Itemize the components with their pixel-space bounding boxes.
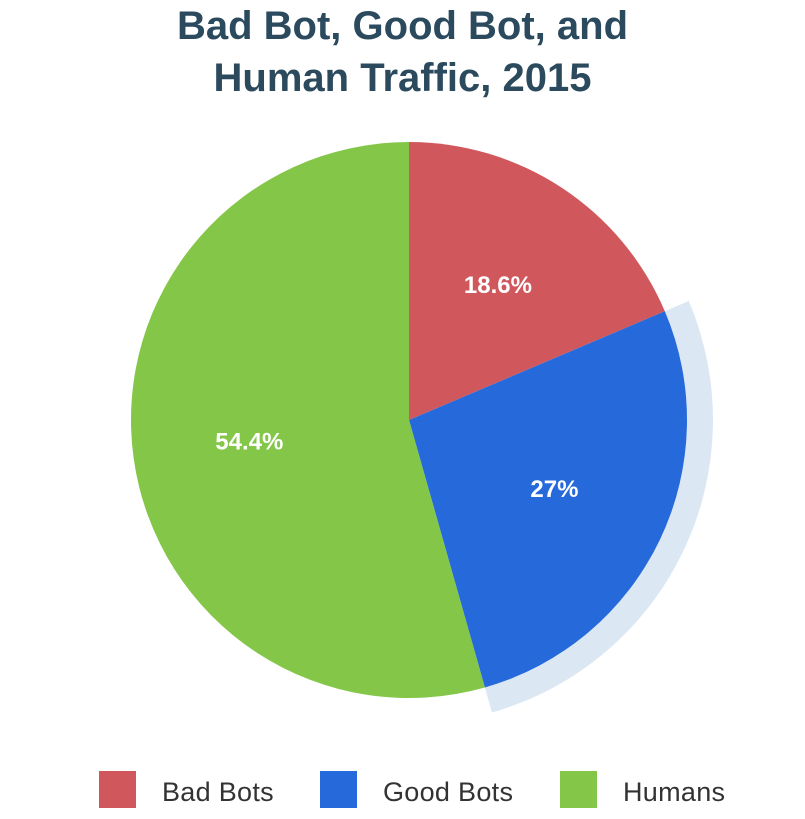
slice-label-bad-bots: 18.6% bbox=[464, 272, 532, 299]
legend-label-humans: Humans bbox=[623, 777, 726, 807]
legend-swatch-humans bbox=[560, 771, 597, 808]
legend-swatch-bad-bots bbox=[99, 771, 136, 808]
slice-label-humans: 54.4% bbox=[215, 429, 283, 456]
chart-title-line-1: Bad Bot, Good Bot, and bbox=[176, 4, 629, 48]
chart-title-line-2: Human Traffic, 2015 bbox=[213, 56, 592, 100]
pie-slice-good-bots[interactable] bbox=[409, 311, 687, 688]
chart-title: Bad Bot, Good Bot, and Human Traffic, 20… bbox=[0, 0, 805, 104]
pie-slice-humans[interactable] bbox=[130, 142, 485, 699]
chart-legend: Bad Bots Good Bots Humans bbox=[0, 768, 805, 818]
legend-label-good-bots: Good Bots bbox=[383, 777, 514, 807]
slice-label-good-bots: 27% bbox=[530, 476, 578, 503]
slice-highlight-good-bots bbox=[484, 301, 714, 713]
legend-swatch-good-bots bbox=[320, 771, 357, 808]
pie-slice-bad-bots[interactable] bbox=[409, 142, 665, 420]
legend-label-bad-bots: Bad Bots bbox=[162, 777, 274, 807]
